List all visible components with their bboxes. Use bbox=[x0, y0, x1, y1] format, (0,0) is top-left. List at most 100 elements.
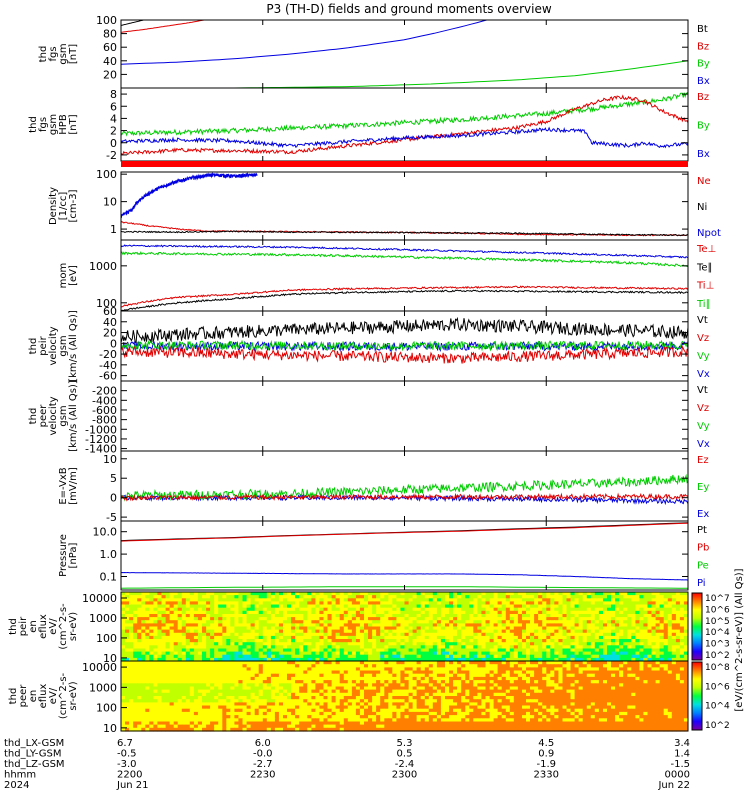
ylabel-line: peir bbox=[38, 335, 49, 355]
status-bar bbox=[121, 161, 688, 167]
time-axis-row-label: 2024 bbox=[4, 780, 29, 791]
y-tick-label: -400 bbox=[92, 394, 117, 407]
legend-entry: Ni bbox=[697, 202, 707, 213]
time-axis-value: 2230 bbox=[250, 770, 275, 781]
panel-peer-velocity: -1400-1200-1000-800-600-400-200 thd peer ve… bbox=[28, 380, 710, 455]
y-tick-label: -2 bbox=[106, 149, 117, 162]
ylabel-pressure: Pressure [nPa] bbox=[58, 534, 79, 577]
y-tick-label: 8 bbox=[110, 88, 117, 101]
ylabel-density: Density [1/cc] [cm-3] bbox=[48, 187, 79, 225]
legend-entry: Vx bbox=[697, 439, 710, 450]
ylabel-line: (cm^2-s- bbox=[58, 672, 69, 719]
ylabel-line: eV/ bbox=[48, 618, 59, 635]
ylabel-line: velocity bbox=[48, 326, 59, 365]
ylabel-fgs-gsm-high: thd fgs gsm HPB [nT] bbox=[28, 114, 79, 135]
series-line-1 bbox=[121, 94, 688, 156]
ylabel-line: thd bbox=[8, 688, 19, 705]
ylabel-line: eV/ bbox=[48, 687, 59, 704]
panel-frame bbox=[120, 19, 689, 89]
time-axis-value: 6.7 bbox=[117, 738, 133, 749]
ylabel-line: thd bbox=[28, 116, 39, 133]
series-line-3 bbox=[234, 60, 688, 88]
y-tick-label: 10.0 bbox=[93, 526, 118, 539]
panel-frame bbox=[120, 660, 689, 732]
legend-entry: Ex bbox=[697, 509, 709, 520]
time-axis-value: -1.9 bbox=[536, 759, 556, 770]
time-axis-value: 2300 bbox=[392, 770, 417, 781]
y-tick-label: 10000 bbox=[82, 661, 117, 674]
ylabel-line: peer bbox=[38, 404, 49, 428]
series-line-2 bbox=[121, 285, 688, 308]
ylabel-peir-eflux: thd peir en eflux eV/(cm^2-s-sr-eV) bbox=[8, 603, 79, 650]
y-tick-label: -800 bbox=[92, 414, 117, 427]
y-tick-label: 100 bbox=[96, 14, 117, 27]
ylabel-line: [1/cc] bbox=[58, 192, 69, 221]
legend-entry: Pt bbox=[697, 525, 707, 536]
panel-pressure: 0.1 1.0 10.0 Pressure [nPa] Pt Pb Pe Pi bbox=[58, 520, 709, 591]
legend-entry: Bx bbox=[697, 149, 710, 160]
y-tick-label: 10 bbox=[103, 196, 117, 209]
y-tick-label: -1400 bbox=[85, 443, 117, 456]
ylabel-line: [km/s (All Qs)] bbox=[68, 380, 79, 452]
y-tick-label: 40 bbox=[103, 316, 117, 329]
legend-entry: By bbox=[697, 121, 710, 132]
colorbar-tick-label: 10^2 bbox=[705, 721, 730, 731]
legend-entry: Ez bbox=[697, 455, 709, 466]
series-line-3 bbox=[121, 316, 688, 344]
series-line-0 bbox=[121, 172, 258, 220]
legend-entry: Ti∥ bbox=[696, 299, 711, 310]
series-line-1 bbox=[121, 522, 688, 542]
series-line-2 bbox=[121, 345, 688, 364]
time-axis-value: -1.5 bbox=[670, 759, 690, 770]
time-axis-value: 0.9 bbox=[538, 749, 554, 760]
legend-entry: Bx bbox=[697, 76, 710, 87]
legend-entry: Pb bbox=[697, 543, 709, 554]
legend-entry: Pe bbox=[697, 560, 709, 571]
ylabel-line: fgs bbox=[48, 46, 59, 61]
legend-entry: Vz bbox=[697, 403, 709, 414]
ylabel-peer-eflux: thd peer en eflux eV/(cm^2-s-sr-eV) bbox=[8, 672, 79, 719]
time-axis-value: 0000 bbox=[665, 770, 690, 781]
time-axis-value: -3.0 bbox=[117, 759, 137, 770]
y-tick-label: -1000 bbox=[85, 423, 117, 436]
legend-entry: Pi bbox=[697, 578, 706, 589]
colorbar-tick-label: 10^8 bbox=[705, 663, 730, 673]
series-line-2 bbox=[121, 492, 688, 502]
ylabel-line: mom bbox=[58, 263, 69, 289]
y-tick-label: 100 bbox=[96, 632, 117, 645]
time-axis-value: -0.5 bbox=[117, 749, 137, 760]
time-axis-row-label: thd_LX-GSM bbox=[4, 738, 64, 749]
ylabel-line: en bbox=[28, 690, 39, 703]
legend-entry: Ti⊥ bbox=[696, 281, 714, 292]
colorbar-tick-label: 10^4 bbox=[705, 628, 730, 638]
ylabel-line: thd bbox=[38, 46, 49, 63]
ylabel-line: E=-VxB bbox=[58, 467, 69, 504]
y-tick-label: 100 bbox=[96, 297, 117, 310]
legend-entry: Te∥ bbox=[696, 262, 713, 273]
ylabel-line: [cm-3] bbox=[68, 189, 79, 222]
ylabel-line: thd bbox=[28, 338, 39, 355]
y-tick-label: 80 bbox=[103, 28, 117, 41]
series-line-2 bbox=[121, 20, 489, 65]
y-tick-label: 10 bbox=[103, 453, 117, 466]
time-axis-value: Jun 21 bbox=[116, 780, 149, 791]
panel-temperature: 100 1000 mom [eV] Te⊥ Te∥ Ti⊥ Ti∥ bbox=[58, 239, 716, 312]
ylabel-line: sr-eV) bbox=[68, 612, 79, 641]
time-axis-value: 2330 bbox=[534, 770, 559, 781]
y-tick-label: 20 bbox=[103, 327, 117, 340]
colorbar-tick-label: 10^7 bbox=[705, 594, 730, 604]
y-tick-label: 60 bbox=[103, 305, 117, 318]
ylabel-line: gsm bbox=[58, 335, 69, 356]
colorbar-tick-label: 10^2 bbox=[705, 651, 730, 661]
series-line-2 bbox=[121, 126, 688, 149]
ylabel-line: eflux bbox=[38, 614, 49, 639]
panel-density: 1 10 100 Density [1/cc] [cm-3] Ne Ni Npot bbox=[48, 168, 721, 241]
series-line-1 bbox=[121, 20, 208, 33]
ylabel-line: Density bbox=[48, 187, 59, 225]
time-axis-value: -0.0 bbox=[253, 749, 273, 760]
panel-frame bbox=[120, 171, 689, 241]
y-tick-label: 100 bbox=[96, 168, 117, 181]
time-axis-value: -2.4 bbox=[395, 759, 415, 770]
